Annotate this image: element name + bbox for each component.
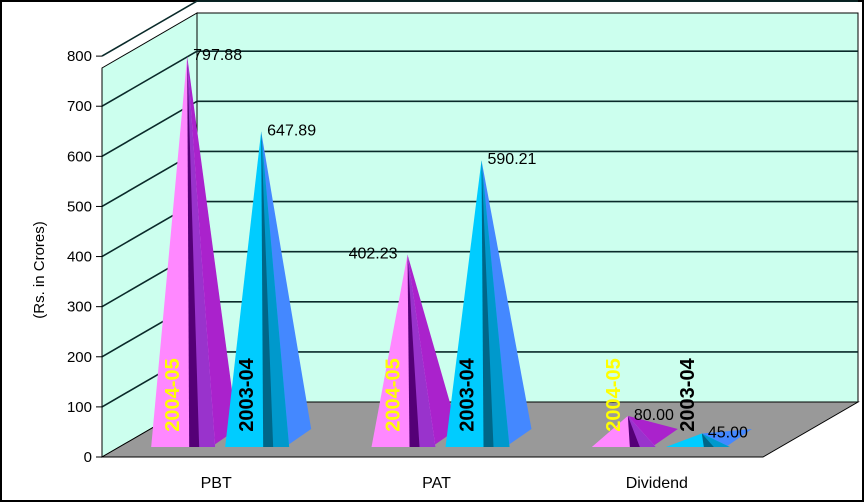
chart-walls bbox=[101, 12, 859, 458]
series-label-2003-04: 2003-04 bbox=[236, 357, 258, 431]
cone-2004-05-dividend bbox=[591, 415, 678, 447]
value-label: 647.89 bbox=[267, 122, 316, 139]
cone-back-face bbox=[407, 254, 458, 447]
x-tick-label: Dividend bbox=[626, 475, 688, 492]
cone-back-face bbox=[481, 160, 532, 448]
value-label: 45.00 bbox=[708, 424, 748, 441]
y-tick-label: 500 bbox=[67, 198, 92, 215]
gridline-side bbox=[101, 50, 198, 107]
y-tick-label: 100 bbox=[67, 399, 92, 416]
y-tick-label: 700 bbox=[67, 98, 92, 115]
value-label: 590.21 bbox=[488, 151, 537, 168]
gridline-side bbox=[101, 100, 198, 158]
cone-back-face bbox=[261, 131, 312, 447]
x-tick-label: PBT bbox=[201, 475, 232, 492]
y-tick-label: 800 bbox=[67, 48, 92, 65]
y-tick-label: 200 bbox=[67, 349, 92, 366]
cone-edge-face bbox=[481, 160, 494, 448]
y-axis: 0 100 200 300 400 500 600 700 800 bbox=[67, 48, 103, 466]
series-label-2004-05: 2004-05 bbox=[603, 358, 625, 431]
y-tick-label: 300 bbox=[67, 299, 92, 316]
series-label-2003-04: 2003-04 bbox=[457, 357, 479, 431]
series-label-2004-05: 2004-05 bbox=[162, 358, 184, 431]
cone-edge-face bbox=[187, 56, 200, 448]
cone-2003-04-pbt bbox=[225, 131, 312, 447]
series-label-2003-04: 2003-04 bbox=[677, 357, 699, 431]
cone-back-face bbox=[627, 415, 678, 447]
cone-edge-face bbox=[261, 131, 274, 447]
x-tick-label: PAT bbox=[422, 475, 451, 492]
cone-2003-04-dividend bbox=[665, 429, 752, 447]
cone-edge-face bbox=[627, 415, 640, 447]
cone-2003-04-pat bbox=[445, 160, 532, 448]
gridline-side bbox=[101, 0, 198, 57]
y-axis-title: (Rs. in Crores) bbox=[31, 221, 48, 319]
value-label: 797.88 bbox=[193, 47, 242, 64]
cone-series bbox=[151, 56, 752, 448]
cone-2004-05-pbt bbox=[151, 56, 238, 448]
x-axis: PBT PAT Dividend bbox=[102, 456, 763, 492]
cone-edge-face bbox=[407, 254, 420, 447]
cone-2004-05-pat bbox=[371, 254, 458, 447]
cone-back-face bbox=[701, 429, 752, 447]
y-tick-label: 0 bbox=[84, 449, 92, 466]
gridlines bbox=[101, 0, 858, 408]
value-label: 80.00 bbox=[634, 407, 674, 424]
value-label: 402.23 bbox=[349, 245, 398, 262]
cone-edge-face bbox=[701, 433, 714, 447]
series-label-2004-05: 2004-05 bbox=[383, 358, 405, 431]
value-labels: 2004-05 797.88 2003-04 647.89 2004-05 402.23 2… bbox=[162, 47, 748, 441]
y-tick-label: 400 bbox=[67, 249, 92, 266]
y-tick-label: 600 bbox=[67, 148, 92, 165]
cone-back-face bbox=[187, 56, 238, 448]
